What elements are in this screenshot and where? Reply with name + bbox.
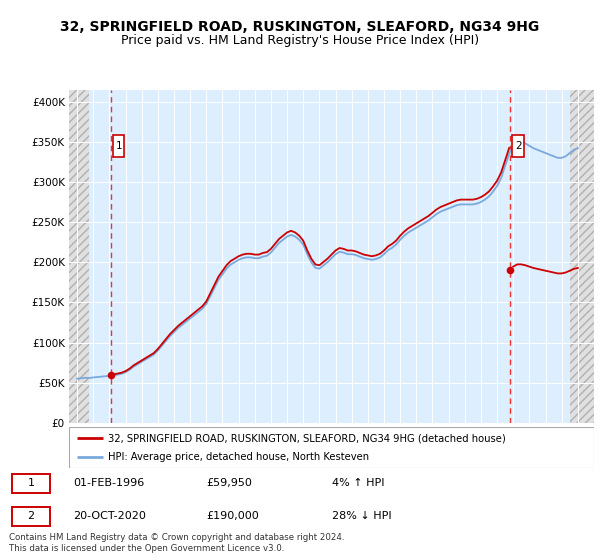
Text: 20-OCT-2020: 20-OCT-2020 xyxy=(74,511,146,521)
Text: 2: 2 xyxy=(515,141,521,151)
Text: Price paid vs. HM Land Registry's House Price Index (HPI): Price paid vs. HM Land Registry's House … xyxy=(121,34,479,46)
FancyBboxPatch shape xyxy=(12,474,50,493)
Text: 32, SPRINGFIELD ROAD, RUSKINGTON, SLEAFORD, NG34 9HG: 32, SPRINGFIELD ROAD, RUSKINGTON, SLEAFO… xyxy=(61,20,539,34)
Text: 1: 1 xyxy=(115,141,122,151)
Text: 32, SPRINGFIELD ROAD, RUSKINGTON, SLEAFORD, NG34 9HG (detached house): 32, SPRINGFIELD ROAD, RUSKINGTON, SLEAFO… xyxy=(109,433,506,443)
Text: 01-FEB-1996: 01-FEB-1996 xyxy=(74,478,145,488)
Text: £59,950: £59,950 xyxy=(206,478,252,488)
Text: Contains HM Land Registry data © Crown copyright and database right 2024.
This d: Contains HM Land Registry data © Crown c… xyxy=(9,533,344,553)
Text: 2: 2 xyxy=(28,511,35,521)
Text: 1: 1 xyxy=(28,478,34,488)
Bar xyxy=(570,90,594,423)
FancyBboxPatch shape xyxy=(12,507,50,526)
Text: £190,000: £190,000 xyxy=(206,511,259,521)
Text: 28% ↓ HPI: 28% ↓ HPI xyxy=(332,511,392,521)
FancyBboxPatch shape xyxy=(113,134,124,157)
FancyBboxPatch shape xyxy=(69,427,594,468)
FancyBboxPatch shape xyxy=(512,134,524,157)
Text: 4% ↑ HPI: 4% ↑ HPI xyxy=(332,478,385,488)
Bar xyxy=(69,90,89,423)
Text: HPI: Average price, detached house, North Kesteven: HPI: Average price, detached house, Nort… xyxy=(109,452,370,461)
